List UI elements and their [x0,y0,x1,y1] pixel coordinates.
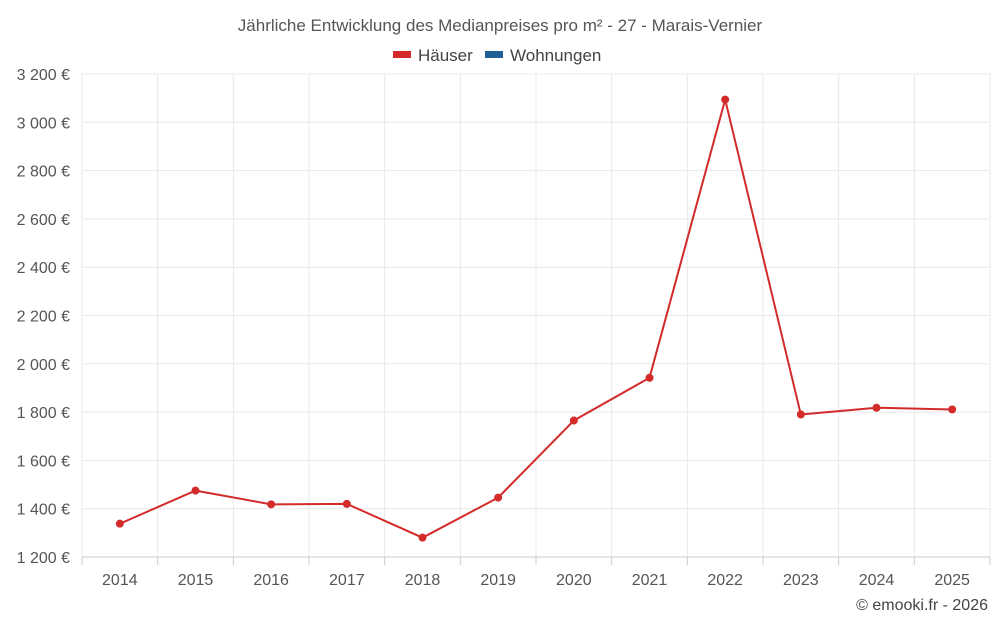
x-tick-label: 2020 [556,572,592,589]
y-tick-label: 1 600 € [17,453,70,470]
chart-title: Jährliche Entwicklung des Medianpreises … [238,16,763,35]
x-tick-label: 2025 [934,572,970,589]
y-tick-label: 1 400 € [17,502,70,519]
legend-swatch-apartments [485,51,503,58]
legend-label-houses: Häuser [418,46,473,65]
data-point[interactable] [721,95,730,104]
series-line-0 [119,98,953,539]
x-tick-label: 2024 [859,572,895,589]
y-tick-label: 2 400 € [17,260,70,277]
y-tick-label: 2 800 € [17,164,70,181]
x-tick-label: 2015 [178,572,214,589]
y-tick-label: 3 000 € [17,115,70,132]
data-point[interactable] [645,373,654,382]
grid [81,73,991,558]
data-point[interactable] [872,403,881,412]
x-tick-label: 2016 [253,572,289,589]
x-tick-label: 2018 [405,572,441,589]
y-tick-label: 2 600 € [17,212,70,229]
data-point[interactable] [494,493,503,502]
data-point[interactable] [342,499,351,508]
plot-area [115,95,957,542]
legend-item-apartments[interactable]: Wohnungen [485,46,601,65]
x-tick-label: 2017 [329,572,365,589]
legend-swatch-houses [393,51,411,58]
x-tick-label: 2022 [707,572,743,589]
x-tick-label: 2023 [783,572,819,589]
data-point[interactable] [267,500,276,509]
data-point[interactable] [796,410,805,419]
y-tick-label: 1 800 € [17,405,70,422]
x-tick-label: 2021 [632,572,668,589]
x-tick-label: 2019 [480,572,516,589]
legend-label-apartments: Wohnungen [510,46,601,65]
credit-text: © emooki.fr - 2026 [856,597,988,614]
x-axis: 2014 2015 2016 2017 2018 2019 2020 2021 2022 2023… [81,556,991,589]
y-tick-label: 2 200 € [17,309,70,326]
legend: Häuser Wohnungen [393,46,601,65]
data-point[interactable] [191,486,200,495]
y-axis: 1 200 € 1 400 € 1 600 € 1 800 € 2 000 € 2 200… [17,67,70,567]
data-point[interactable] [948,405,957,414]
data-point[interactable] [115,519,124,528]
x-tick-label: 2014 [102,572,138,589]
y-tick-label: 2 000 € [17,357,70,374]
y-tick-label: 3 200 € [17,67,70,84]
data-point[interactable] [418,533,427,542]
y-tick-label: 1 200 € [17,550,70,567]
data-point[interactable] [569,416,578,425]
legend-item-houses[interactable]: Häuser [393,46,473,65]
